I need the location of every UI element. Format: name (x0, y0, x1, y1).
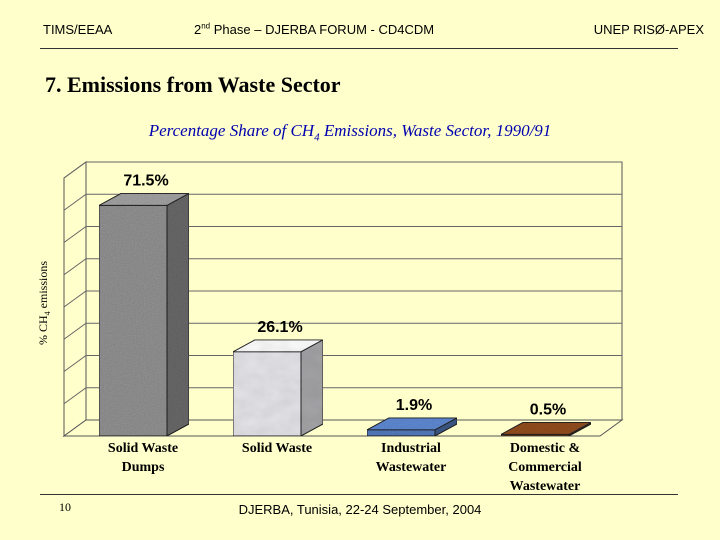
chart-title-main: Percentage Share of CH (148, 121, 315, 140)
header-center-ordinal: nd (201, 21, 211, 31)
gridline (63, 161, 622, 179)
data-label: 26.1% (257, 319, 302, 336)
gridline (63, 355, 622, 372)
category-labels: Solid Waste Dumps Solid Waste Industrial Was… (108, 441, 582, 494)
header-right-text: UNEP RISØ-APEX (593, 22, 704, 37)
bar-side-face (166, 192, 190, 437)
data-label: 1.9% (396, 397, 432, 414)
gridline (63, 290, 622, 308)
gridlines (63, 161, 622, 405)
bar-side-face (434, 417, 458, 437)
data-label: 0.5% (530, 401, 566, 418)
header-center-phase: Phase – DJERBA FORUM - CD4CDM (210, 22, 435, 37)
page-number: 10 (59, 500, 71, 514)
bar-front-face (98, 204, 168, 437)
category-label: Industrial (381, 441, 441, 456)
category-label: Commercial (508, 460, 582, 475)
header-center-number: 2 (194, 22, 202, 37)
bar (98, 192, 190, 437)
bar-side-face (300, 338, 324, 437)
chart-title: Percentage Share of CH4 Emissions, Waste… (0, 121, 700, 143)
bar (232, 338, 324, 437)
gridline (63, 193, 622, 211)
bar-side-face (568, 421, 592, 437)
y-axis-label: % CH4 emissions (36, 261, 52, 345)
header-left-text: TIMS/EEAA (43, 22, 113, 37)
bar (500, 421, 592, 437)
chart-title-subscript: 4 (314, 131, 320, 144)
footer-text: DJERBA, Tunisia, 22-24 September, 2004 (0, 502, 720, 517)
bar-front-face (366, 429, 436, 437)
gridline (63, 387, 622, 405)
chart-title-rest: Emissions, Waste Sector, 1990/91 (319, 121, 552, 140)
gridline (63, 258, 622, 276)
gridline (63, 322, 622, 340)
gridline (63, 226, 622, 243)
category-label: Solid Waste (108, 441, 178, 456)
y-axis-label-subscript: 4 (43, 311, 52, 315)
category-label: Wastewater (510, 479, 581, 494)
data-label: 71.5% (123, 172, 168, 189)
category-label: Domestic & (510, 441, 580, 456)
bar (366, 417, 458, 437)
bars (98, 192, 592, 437)
category-label: Solid Waste (242, 441, 312, 456)
bar-front-face (232, 351, 302, 437)
header-center-text: 2nd Phase – DJERBA FORUM - CD4CDM (194, 22, 434, 37)
y-axis-label-rest: emissions (36, 261, 50, 312)
y-axis-label-group: % CH4 emissions (36, 261, 52, 345)
category-label: Wastewater (376, 460, 447, 475)
footer-divider (40, 494, 678, 495)
header-divider (40, 48, 678, 49)
footer-event-text: DJERBA, Tunisia, 22-24 September, 2004 (238, 502, 482, 517)
y-axis-label-main: % CH (36, 315, 50, 345)
data-labels: 71.5% 26.1% 1.9% 0.5% (123, 172, 566, 418)
category-label: Dumps (122, 460, 165, 475)
slide-title: 7. Emissions from Waste Sector (45, 72, 341, 97)
